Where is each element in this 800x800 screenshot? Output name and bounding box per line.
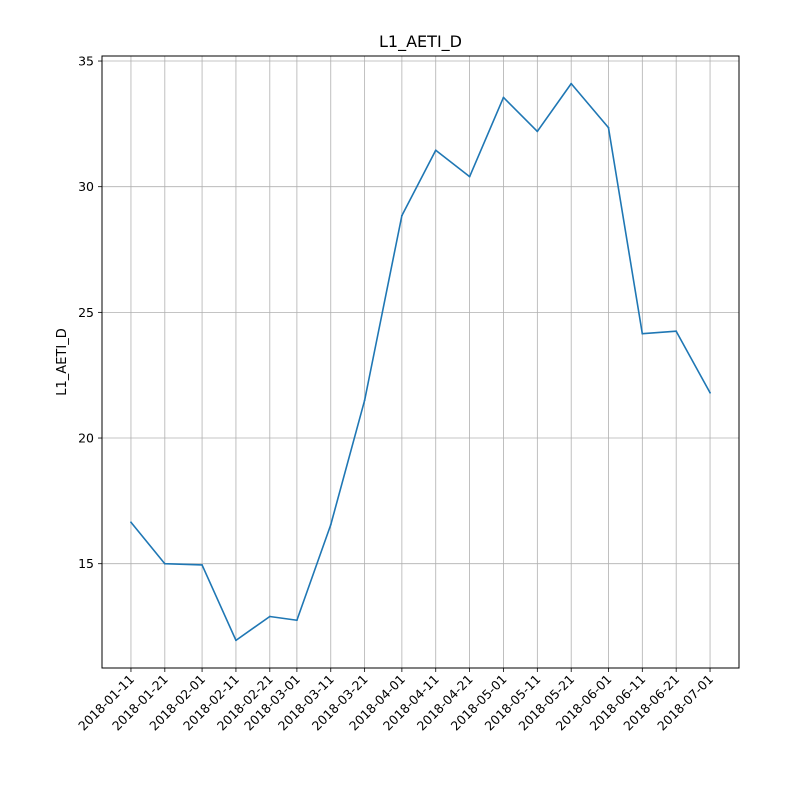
data-point — [235, 639, 237, 642]
y-tick-label: 35 — [78, 54, 94, 69]
chart-title: L1_AETI_D — [379, 32, 462, 52]
y-axis-label: L1_AETI_D — [55, 328, 70, 395]
data-point — [468, 175, 471, 178]
data-point — [363, 399, 366, 402]
grid-lines — [102, 56, 739, 668]
data-point — [536, 130, 539, 133]
data-point — [163, 562, 166, 565]
data-point — [570, 82, 573, 85]
plot-frame — [101, 55, 740, 669]
data-point — [641, 332, 644, 335]
data-point — [607, 126, 610, 129]
series-line — [130, 82, 711, 642]
y-tick-label: 25 — [78, 305, 94, 320]
y-tick-label: 20 — [78, 431, 94, 446]
y-tick-label: 15 — [78, 556, 94, 571]
axis-ticks: 2018-01-112018-01-212018-02-012018-02-11… — [75, 54, 716, 734]
y-tick-label: 30 — [78, 179, 94, 194]
data-point — [329, 523, 332, 526]
data-point — [130, 521, 132, 524]
data-point — [201, 564, 203, 566]
data-point — [709, 391, 711, 394]
data-point — [434, 149, 437, 152]
data-point — [400, 214, 403, 217]
series-layer — [130, 82, 711, 642]
data-point — [268, 615, 271, 618]
data-point — [295, 619, 298, 622]
data-point — [675, 330, 678, 333]
data-point — [502, 96, 505, 99]
